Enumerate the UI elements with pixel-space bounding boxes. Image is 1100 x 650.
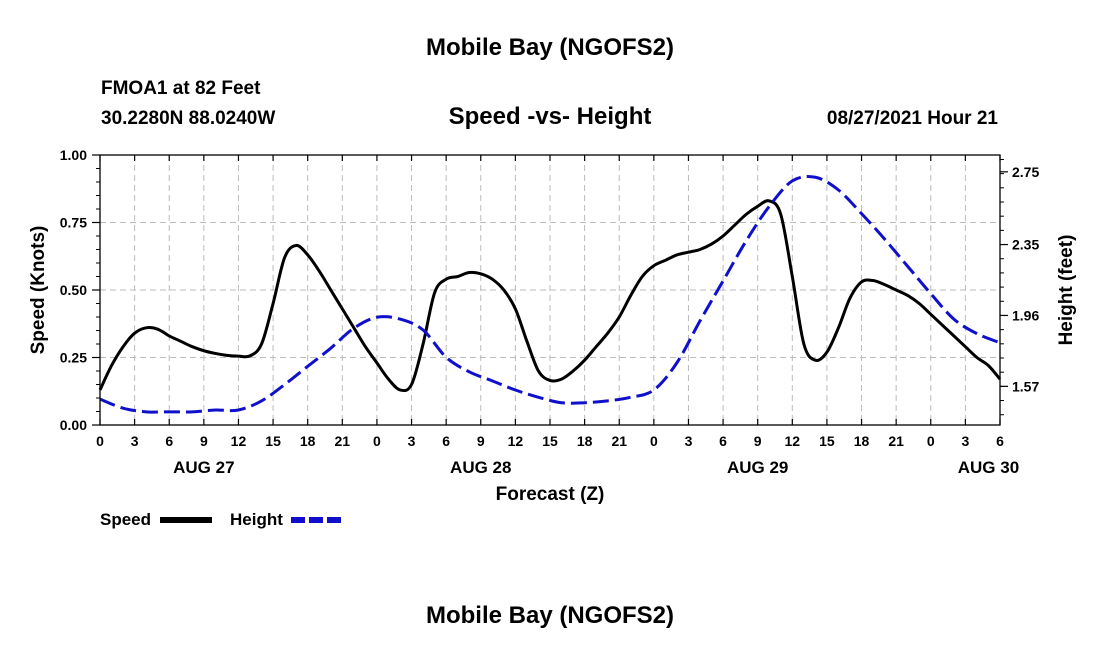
x-tick-label: 9 bbox=[477, 433, 485, 449]
x-tick-label: 6 bbox=[442, 433, 450, 449]
station-coords: 30.2280N 88.0240W bbox=[101, 108, 275, 129]
x-tick-label: 18 bbox=[577, 433, 593, 449]
x-tick-label: 3 bbox=[961, 433, 969, 449]
x-tick-label: 6 bbox=[719, 433, 727, 449]
y-tick-label: 1.00 bbox=[60, 147, 87, 163]
series-line-speed bbox=[98, 199, 1002, 393]
x-tick-label: 6 bbox=[996, 433, 1004, 449]
y-tick-label: 0.00 bbox=[60, 417, 87, 433]
x-tick-label: 18 bbox=[300, 433, 316, 449]
x-date-label: AUG 30 bbox=[958, 458, 1019, 477]
x-tick-label: 3 bbox=[408, 433, 416, 449]
x-axis-label: Forecast (Z) bbox=[496, 484, 605, 505]
x-tick-label: 15 bbox=[819, 433, 835, 449]
x-tick-label: 12 bbox=[508, 433, 524, 449]
x-tick-label: 21 bbox=[888, 433, 904, 449]
footer-title: Mobile Bay (NGOFS2) bbox=[426, 602, 674, 629]
x-tick-label: 21 bbox=[335, 433, 351, 449]
y2-tick-label: 1.57 bbox=[1012, 378, 1039, 394]
y2-tick-label: 2.75 bbox=[1012, 164, 1039, 180]
x-tick-label: 6 bbox=[165, 433, 173, 449]
axes: 0 3 6 9 12 15 18 21 0 3 6 9 12 15 18 21 0 3 6 9 12 15 18 21 0 3 6A… bbox=[60, 147, 1040, 477]
x-tick-label: 9 bbox=[200, 433, 208, 449]
page-title: Mobile Bay (NGOFS2) bbox=[426, 34, 674, 61]
x-date-label: AUG 27 bbox=[173, 458, 234, 477]
y2-axis-label: Height (feet) bbox=[1056, 235, 1077, 346]
series-line-height bbox=[99, 174, 1001, 414]
x-tick-label: 15 bbox=[265, 433, 281, 449]
x-tick-label: 12 bbox=[785, 433, 801, 449]
x-tick-label: 3 bbox=[685, 433, 693, 449]
y2-tick-label: 1.96 bbox=[1012, 307, 1039, 323]
x-date-label: AUG 29 bbox=[727, 458, 788, 477]
x-tick-label: 3 bbox=[131, 433, 139, 449]
issued-time: 08/27/2021 Hour 21 bbox=[827, 108, 999, 129]
chart-subtitle: Speed -vs- Height bbox=[449, 103, 652, 130]
legend: Speed Height bbox=[100, 510, 343, 529]
x-tick-label: 18 bbox=[854, 433, 870, 449]
y2-tick-label: 2.35 bbox=[1012, 237, 1039, 253]
x-date-label: AUG 28 bbox=[450, 458, 511, 477]
grid-lines bbox=[100, 155, 1000, 425]
y-axis-label: Speed (Knots) bbox=[28, 226, 49, 355]
x-tick-label: 0 bbox=[373, 433, 381, 449]
x-tick-label: 0 bbox=[650, 433, 658, 449]
legend-speed-label: Speed bbox=[100, 510, 151, 529]
x-tick-label: 9 bbox=[754, 433, 762, 449]
station-label: FMOA1 at 82 Feet bbox=[101, 78, 261, 99]
data-series bbox=[98, 174, 1002, 414]
x-tick-label: 0 bbox=[927, 433, 935, 449]
x-tick-label: 12 bbox=[231, 433, 247, 449]
x-tick-label: 21 bbox=[611, 433, 627, 449]
y-tick-label: 0.25 bbox=[60, 350, 87, 366]
legend-height-label: Height bbox=[230, 510, 283, 529]
y-tick-label: 0.75 bbox=[60, 215, 87, 231]
y-tick-label: 0.50 bbox=[60, 282, 87, 298]
x-tick-label: 15 bbox=[542, 433, 558, 449]
x-tick-label: 0 bbox=[96, 433, 104, 449]
